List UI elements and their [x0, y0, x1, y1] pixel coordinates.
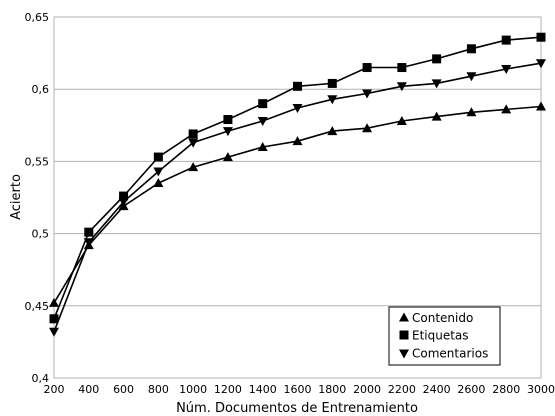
data-point-contenido — [466, 107, 477, 117]
x-tick-label: 1600 — [284, 383, 312, 396]
data-point-etiquetas — [49, 314, 59, 324]
x-tick-labels: 200 400 600 800 1000 1200 1400 1600 1800 2000 2200… — [44, 383, 555, 396]
data-point-comentarios — [431, 79, 442, 89]
y-axis-label: Acierto — [9, 174, 24, 220]
legend-entry-etiquetas: Etiquetas — [412, 329, 469, 343]
x-tick-label: 800 — [148, 383, 169, 396]
data-point-contenido — [362, 123, 373, 133]
y-tick-labels: 0,4 0,45 0,5 0,55 0,6 0,65 — [25, 11, 50, 385]
series-group — [49, 32, 546, 337]
data-point-comentarios — [188, 138, 199, 148]
x-tick-label: 2200 — [388, 383, 416, 396]
data-point-contenido — [327, 126, 338, 136]
x-axis-label: Núm. Documentos de Entrenamiento — [176, 401, 418, 416]
data-point-etiquetas — [536, 32, 546, 42]
data-point-contenido — [188, 162, 199, 172]
data-point-comentarios — [83, 238, 94, 248]
plot-frame — [53, 16, 542, 379]
y-tick-label: 0,45 — [25, 300, 50, 313]
data-point-contenido — [536, 101, 546, 111]
legend-entry-contenido: Contenido — [412, 311, 473, 325]
data-point-contenido — [222, 152, 233, 162]
data-point-etiquetas — [432, 54, 442, 64]
y-tick-label: 0,5 — [32, 228, 50, 241]
data-point-contenido — [292, 136, 303, 146]
data-point-etiquetas — [327, 78, 337, 88]
x-tick-label: 2600 — [457, 383, 485, 396]
data-point-comentarios — [327, 95, 338, 105]
data-point-contenido — [257, 141, 268, 151]
y-tick-label: 0,6 — [32, 83, 50, 96]
data-point-etiquetas — [293, 81, 302, 91]
data-point-etiquetas — [153, 152, 163, 162]
legend-entry-comentarios: Comentarios — [412, 347, 488, 361]
data-point-comentarios — [536, 59, 546, 69]
data-point-etiquetas — [397, 63, 407, 73]
x-tick-label: 2800 — [492, 383, 520, 396]
data-point-etiquetas — [188, 129, 198, 139]
data-point-comentarios — [466, 72, 477, 82]
data-point-etiquetas — [119, 191, 129, 201]
data-point-etiquetas — [258, 99, 268, 109]
data-point-etiquetas — [501, 35, 511, 45]
y-tick-label: 0,4 — [32, 372, 50, 385]
x-tick-label: 1800 — [318, 383, 346, 396]
data-point-comentarios — [396, 82, 407, 92]
data-point-comentarios — [118, 197, 129, 207]
data-point-etiquetas — [362, 63, 372, 73]
data-point-etiquetas — [466, 44, 476, 54]
series-comentarios — [49, 59, 546, 337]
data-point-comentarios — [362, 89, 373, 99]
data-point-contenido — [431, 111, 442, 121]
legend: Contenido Etiquetas Comentarios — [388, 306, 501, 366]
legend-marker-contenido — [399, 312, 409, 322]
x-tick-label: 2000 — [353, 383, 381, 396]
x-tick-label: 3000 — [527, 383, 555, 396]
data-point-comentarios — [49, 327, 59, 337]
x-tick-label: 2400 — [423, 383, 451, 396]
data-point-comentarios — [501, 64, 512, 74]
data-point-contenido — [396, 115, 407, 125]
data-point-comentarios — [153, 167, 164, 177]
x-tick-label: 1400 — [249, 383, 277, 396]
data-point-contenido — [153, 178, 164, 188]
x-tick-label: 600 — [113, 383, 134, 396]
y-tick-label: 0,55 — [25, 155, 50, 168]
data-point-contenido — [49, 297, 59, 307]
x-tick-label: 400 — [78, 383, 99, 396]
x-tick-label: 200 — [44, 383, 65, 396]
data-point-contenido — [501, 104, 512, 114]
legend-marker-comentarios — [399, 349, 409, 359]
legend-marker-etiquetas — [399, 330, 409, 340]
series-line-contenido — [53, 105, 542, 304]
x-tick-label: 1200 — [214, 383, 242, 396]
data-point-comentarios — [222, 127, 233, 137]
data-point-etiquetas — [84, 227, 94, 237]
x-tick-label: 1000 — [179, 383, 207, 396]
data-point-comentarios — [292, 103, 303, 113]
y-tick-label: 0,65 — [25, 11, 50, 24]
series-line-etiquetas — [53, 36, 542, 320]
series-etiquetas — [49, 32, 546, 324]
data-point-etiquetas — [223, 115, 233, 125]
data-point-comentarios — [257, 116, 268, 126]
